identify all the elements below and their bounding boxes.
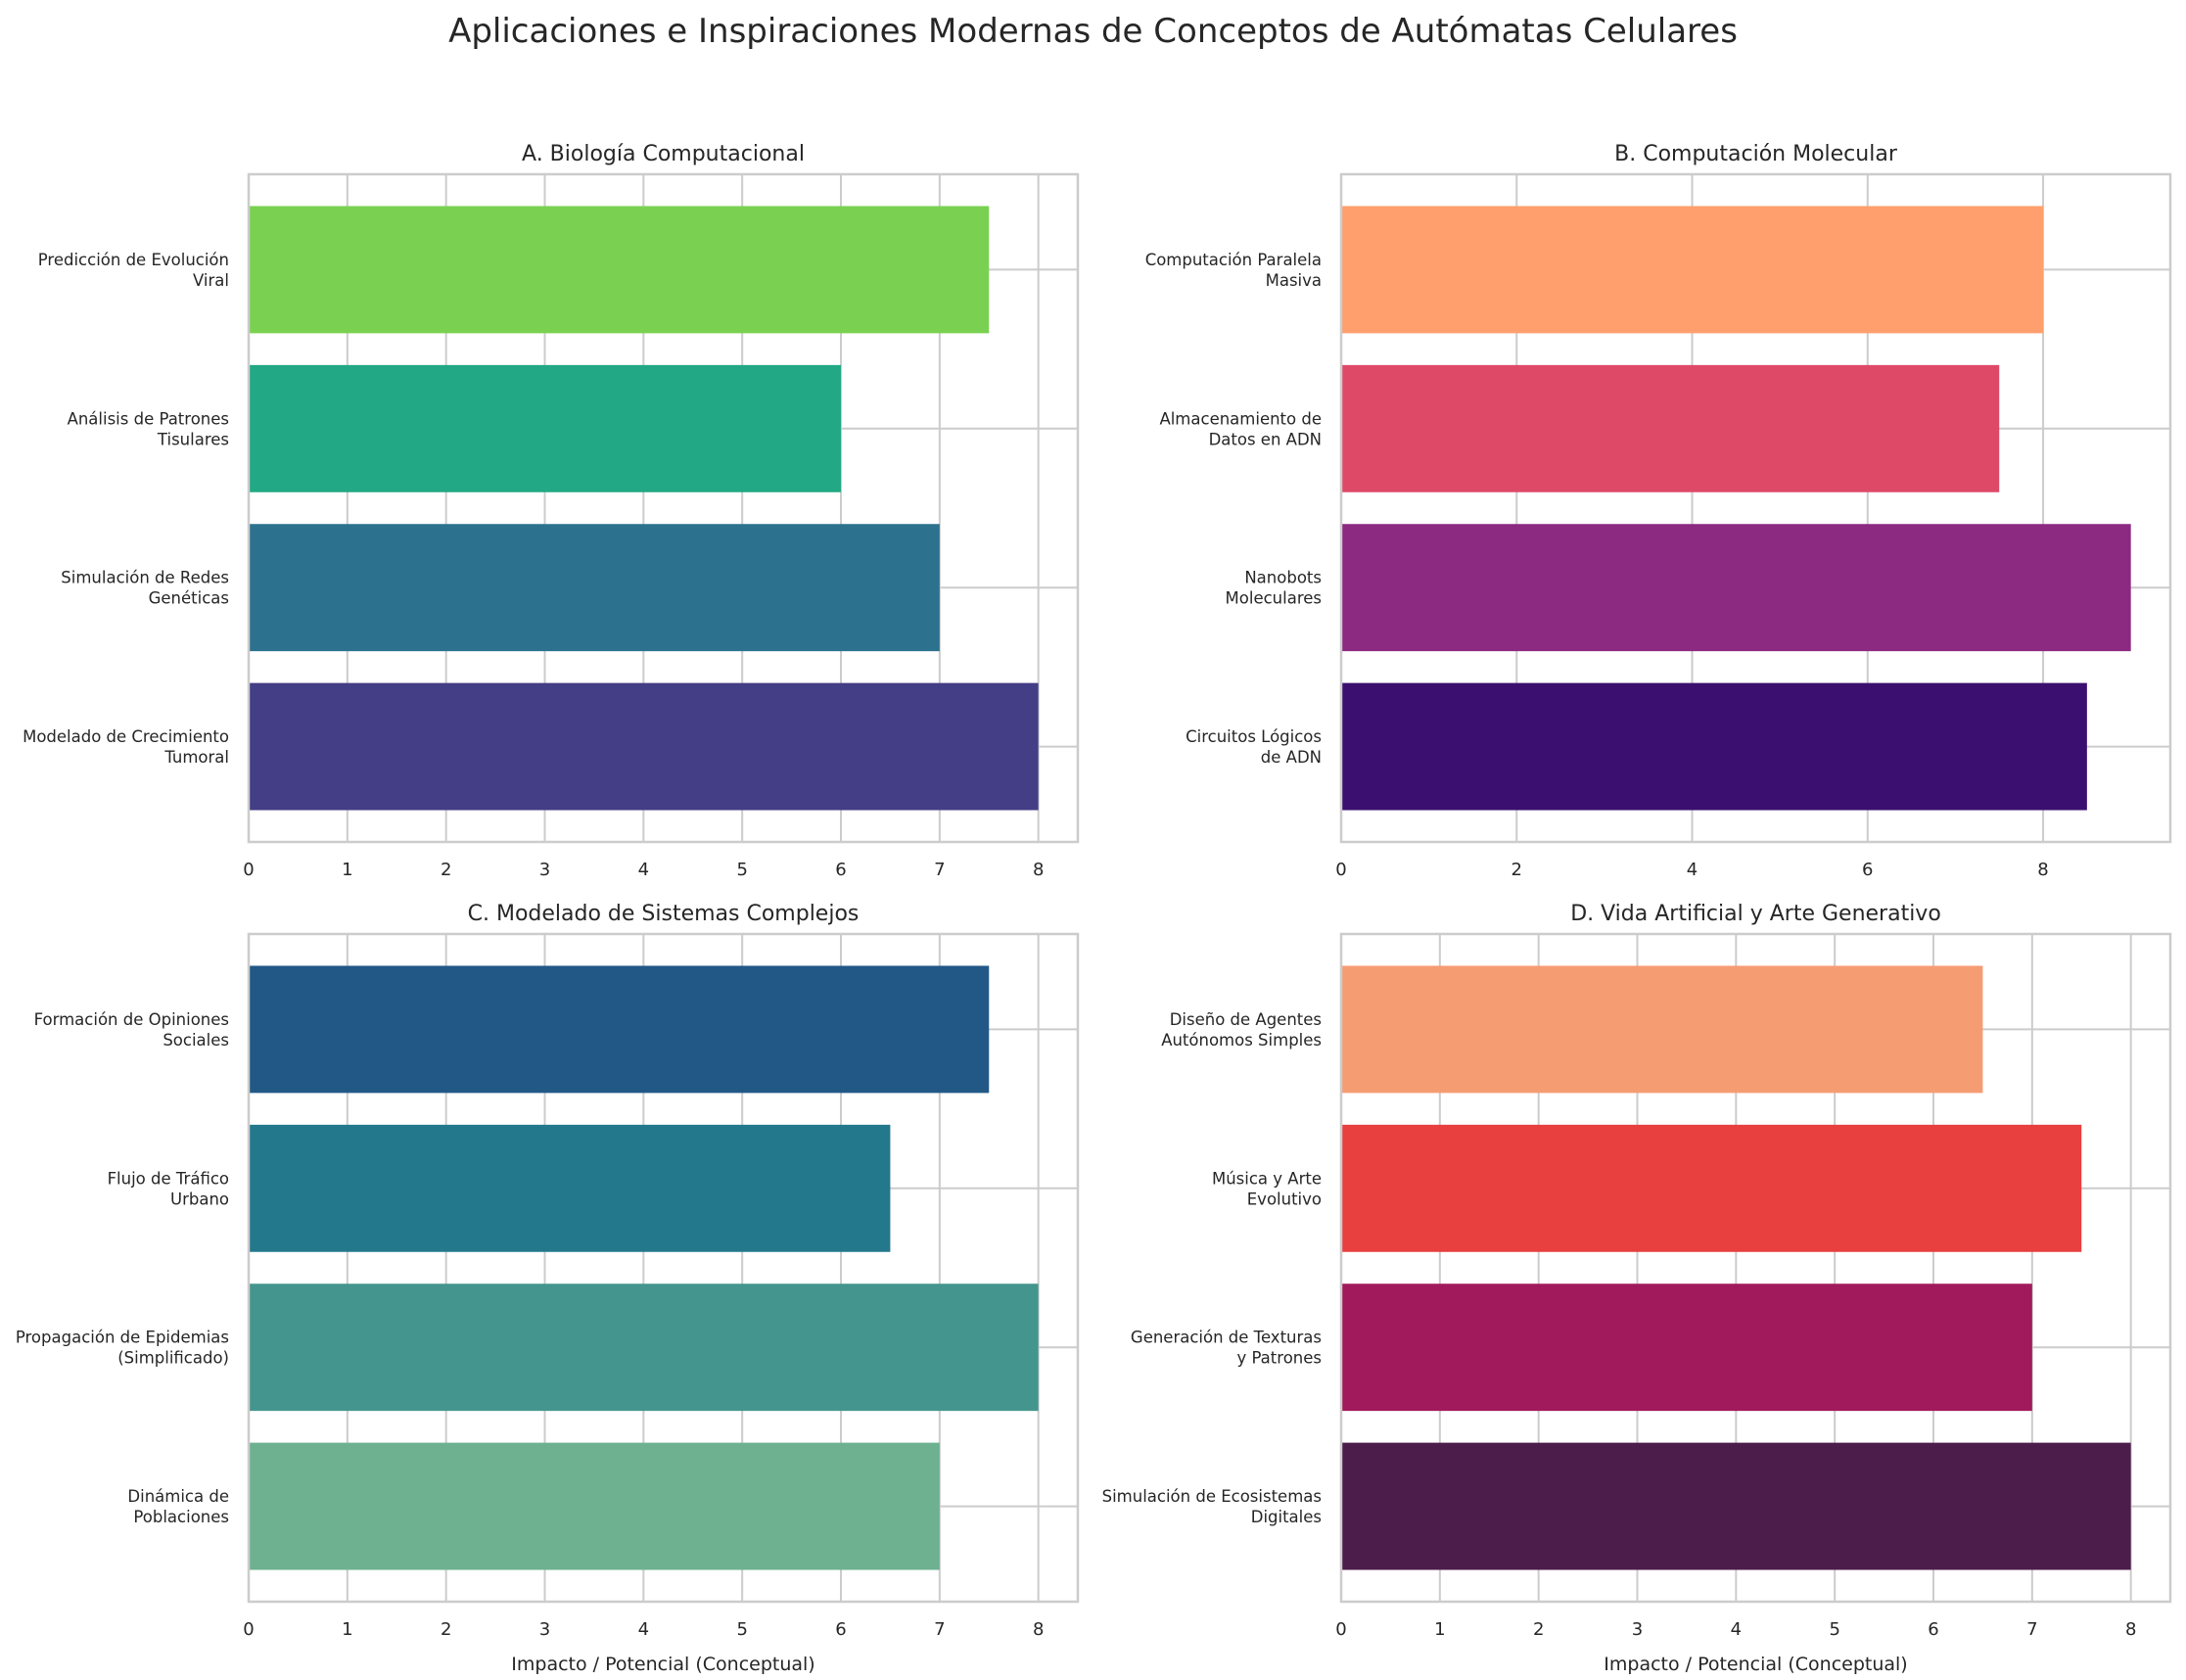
y-tick-label: Flujo de Tráfico Urbano <box>108 1169 229 1208</box>
subplot-d: 0 1 2 3 4 5 6 7 8 Simulación de Ecosistemas Digita… <box>1102 902 2172 1675</box>
x-tick-label: 1 <box>1434 1619 1445 1640</box>
bar <box>249 364 841 492</box>
y-tick-label: Nanobots Moleculares <box>1226 569 1322 608</box>
axes-frame <box>1339 172 2172 844</box>
x-tick-label: 7 <box>2026 1619 2037 1640</box>
y-tick-label: Dinámica de Poblaciones <box>127 1487 229 1526</box>
figure-title: Aplicaciones e Inspiraciones Modernas de… <box>448 12 1738 51</box>
x-tick-label: 6 <box>835 860 846 880</box>
x-tick-label: 8 <box>1033 1619 1044 1640</box>
x-tick-label: 6 <box>1928 1619 1938 1640</box>
x-tick-label: 4 <box>1687 860 1698 880</box>
y-tick-label: Generación de Texturas y Patrones <box>1131 1329 1322 1368</box>
y-tick-label: Computación Paralela Masiva <box>1145 251 1322 290</box>
x-tick-label: 0 <box>1335 1619 1346 1640</box>
x-tick-label: 8 <box>1033 860 1044 880</box>
x-tick-label: 2 <box>441 860 451 880</box>
bar <box>249 965 990 1094</box>
y-tick-label: Simulación de Ecosistemas Digitales <box>1102 1487 1322 1526</box>
bar <box>249 206 990 334</box>
axes-frame <box>1339 932 2172 1604</box>
x-tick-label: 3 <box>539 1619 550 1640</box>
bar <box>249 524 940 652</box>
bar <box>1341 1124 2082 1252</box>
x-tick-label: 7 <box>934 1619 945 1640</box>
x-tick-label: 1 <box>342 1619 352 1640</box>
x-tick-label: 7 <box>934 860 945 880</box>
subplot-title: B. Computación Molecular <box>1614 142 1898 166</box>
subplot-b: 0 2 4 6 8 Circuitos Lógicos de ADN Nanobots Mole… <box>1145 142 2172 880</box>
x-axis-label: Impacto / Potencial (Conceptual) <box>511 1654 814 1675</box>
x-tick-label: 2 <box>1512 860 1522 880</box>
x-tick-label: 8 <box>2125 1619 2136 1640</box>
bar <box>1341 1442 2131 1570</box>
x-tick-label: 4 <box>638 860 649 880</box>
bar <box>249 1283 1039 1412</box>
bar <box>1341 1283 2032 1412</box>
x-tick-label: 5 <box>736 860 747 880</box>
y-tick-label: Análisis de Patrones Tisulares <box>68 409 229 448</box>
y-tick-label: Simulación de Redes Genéticas <box>61 569 229 608</box>
x-tick-label: 3 <box>539 860 550 880</box>
subplot-c: 0 1 2 3 4 5 6 7 8 Dinámica de Poblaciones Propagaci… <box>16 902 1080 1675</box>
axes-frame <box>247 172 1080 844</box>
x-tick-label: 6 <box>1862 860 1873 880</box>
axes-frame <box>247 932 1080 1604</box>
bar <box>1341 965 1983 1094</box>
y-tick-label: Música y Arte Evolutivo <box>1212 1169 1322 1208</box>
y-tick-label: Predicción de Evolución Viral <box>38 251 229 290</box>
y-tick-label: Almacenamiento de Datos en ADN <box>1159 409 1322 448</box>
bar <box>1341 682 2087 811</box>
y-tick-label: Circuitos Lógicos de ADN <box>1186 727 1322 767</box>
y-tick-label: Propagación de Epidemias (Simplificado) <box>16 1329 229 1368</box>
x-tick-label: 4 <box>1731 1619 1742 1640</box>
x-tick-label: 0 <box>1335 860 1346 880</box>
subplot-a: 0 1 2 3 4 5 6 7 8 Modelado de Crecimiento Tumoral S… <box>23 142 1080 880</box>
x-tick-label: 4 <box>638 1619 649 1640</box>
subplot-title: D. Vida Artificial y Arte Generativo <box>1570 902 1941 926</box>
subplot-title: C. Modelado de Sistemas Complejos <box>468 902 860 926</box>
x-tick-label: 2 <box>1533 1619 1544 1640</box>
bar <box>249 682 1039 811</box>
bar <box>1341 524 2131 652</box>
y-tick-label: Formación de Opiniones Sociales <box>34 1010 229 1050</box>
y-tick-label: Diseño de Agentes Autónomos Simples <box>1161 1010 1322 1050</box>
x-tick-label: 5 <box>736 1619 747 1640</box>
y-tick-label: Modelado de Crecimiento Tumoral <box>23 727 229 767</box>
x-tick-label: 6 <box>835 1619 846 1640</box>
bar <box>249 1442 940 1570</box>
x-tick-label: 0 <box>243 1619 254 1640</box>
x-axis-label: Impacto / Potencial (Conceptual) <box>1604 1654 1907 1675</box>
subplot-title: A. Biología Computacional <box>522 142 805 166</box>
x-tick-label: 1 <box>342 860 352 880</box>
x-tick-label: 3 <box>1632 1619 1643 1640</box>
bar <box>249 1124 891 1252</box>
x-tick-label: 8 <box>2037 860 2048 880</box>
x-tick-label: 0 <box>243 860 254 880</box>
x-tick-label: 5 <box>1829 1619 1839 1640</box>
x-tick-label: 2 <box>441 1619 451 1640</box>
bar <box>1341 364 2000 492</box>
bar <box>1341 206 2044 334</box>
